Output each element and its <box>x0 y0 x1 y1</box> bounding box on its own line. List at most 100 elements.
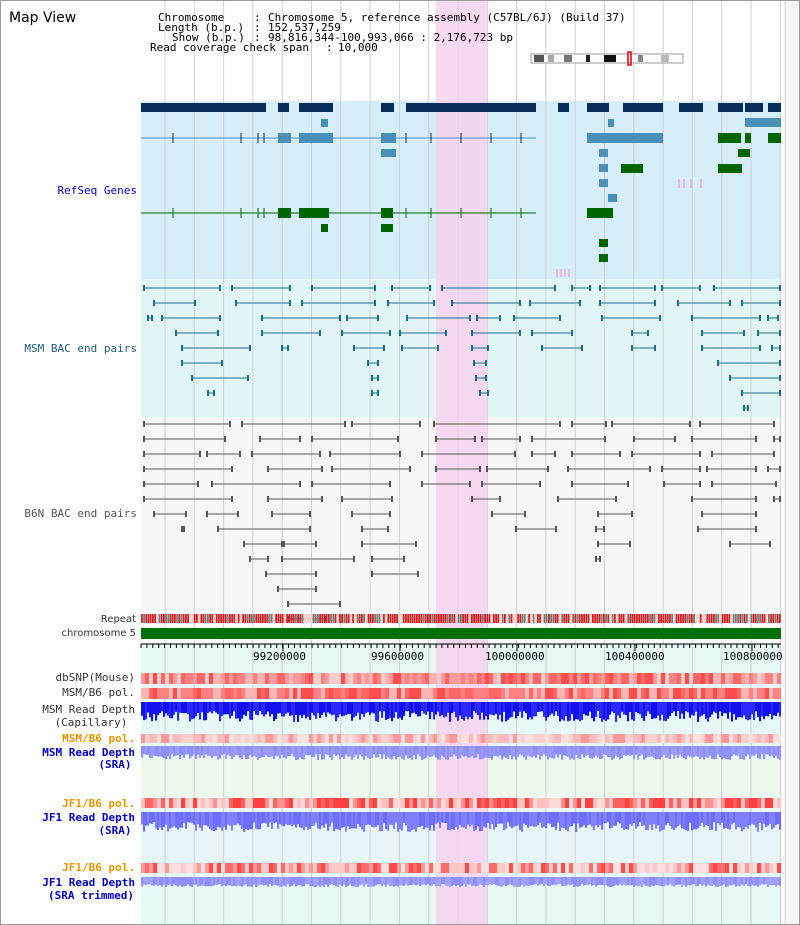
depth-bar <box>667 746 670 759</box>
depth-bar <box>381 812 384 831</box>
heat-cell <box>393 863 398 873</box>
bac-pair-end <box>451 300 453 306</box>
depth-bar <box>165 877 168 887</box>
repeat-mark <box>209 614 211 623</box>
highlight-region[interactable] <box>436 1 487 925</box>
depth-bar <box>477 702 480 716</box>
bac-pair-end <box>481 481 483 487</box>
heat-cell <box>305 863 310 873</box>
repeat-track[interactable] <box>141 614 781 623</box>
jf1-depth-trim-sub: (SRA trimmed) <box>47 889 135 902</box>
bac-pair-end <box>779 496 781 502</box>
depth-bar <box>571 702 574 715</box>
depth-bar <box>589 702 592 712</box>
depth-bar <box>449 812 452 831</box>
refseq-genes[interactable] <box>141 103 781 277</box>
depth-bar <box>623 812 626 830</box>
heat-cell <box>485 798 490 808</box>
heat-cell <box>749 798 754 808</box>
chromosome-bar[interactable] <box>141 628 781 639</box>
depth-bar <box>423 746 426 759</box>
repeat-mark <box>662 614 665 623</box>
repeat-mark <box>416 614 418 623</box>
depth-bar <box>557 877 560 885</box>
heatmap-tracks[interactable] <box>141 673 782 887</box>
heat-cell <box>577 734 582 743</box>
bac-pair-end <box>629 541 631 547</box>
heat-cell <box>337 863 342 873</box>
bac-pair-end <box>773 496 775 502</box>
heat-cell <box>725 734 730 743</box>
bac-pair-end <box>699 451 701 457</box>
depth-bar <box>531 812 534 826</box>
depth-bar <box>315 812 318 823</box>
depth-bar <box>605 746 608 756</box>
depth-bar <box>199 812 202 828</box>
depth-bar <box>725 812 728 829</box>
heat-cell <box>677 734 682 743</box>
depth-bar <box>577 812 580 824</box>
depth-bar <box>287 812 290 826</box>
heat-cell <box>697 863 702 873</box>
heat-cell <box>509 734 514 743</box>
msm-bac-pairs[interactable] <box>143 285 781 411</box>
heat-cell <box>229 673 234 684</box>
repeat-mark <box>275 614 277 623</box>
depth-bar <box>725 702 728 714</box>
depth-bar <box>529 702 532 718</box>
repeat-mark <box>330 614 332 623</box>
heat-cell <box>293 798 298 808</box>
heat-cell <box>449 863 454 873</box>
heat-cell <box>657 863 662 873</box>
depth-bar <box>435 746 438 758</box>
depth-bar <box>175 812 178 828</box>
bac-pair-end <box>571 285 573 291</box>
heat-cell <box>637 863 642 873</box>
heat-cell <box>229 734 234 743</box>
heat-cell <box>229 688 234 699</box>
bac-pair-end <box>485 360 487 366</box>
depth-bar <box>399 812 402 830</box>
depth-bar <box>457 812 460 830</box>
chromosome-ideogram[interactable] <box>530 51 684 66</box>
depth-bar <box>649 746 652 757</box>
depth-bar <box>523 746 526 758</box>
depth-bar <box>471 812 474 825</box>
heat-cell <box>509 863 514 873</box>
depth-bar <box>751 702 754 715</box>
gene-block <box>599 164 608 172</box>
bac-pair-end <box>287 345 289 351</box>
heat-cell <box>773 688 778 699</box>
depth-bar <box>221 877 224 887</box>
depth-bar <box>195 746 198 759</box>
depth-bar <box>375 877 378 886</box>
repeat-mark <box>572 614 574 623</box>
depth-bar <box>775 702 778 716</box>
heat-cell <box>421 798 426 808</box>
depth-bar <box>293 746 296 757</box>
depth-bar <box>279 812 282 825</box>
repeat-mark <box>180 614 183 623</box>
depth-bar <box>565 877 568 886</box>
depth-bar <box>497 746 500 757</box>
depth-bar <box>613 812 616 826</box>
bac-pair-end <box>547 466 549 472</box>
repeat-mark <box>633 614 636 623</box>
repeat-mark <box>163 614 165 623</box>
heat-cell <box>721 734 726 743</box>
heat-cell <box>469 688 474 699</box>
depth-bar <box>453 746 456 755</box>
heat-cell <box>225 863 230 873</box>
bac-pair-end <box>251 451 253 457</box>
depth-bar <box>557 702 560 716</box>
depth-bar <box>321 877 324 886</box>
heat-cell <box>525 673 530 684</box>
heat-cell <box>161 688 166 699</box>
depth-bar <box>421 746 424 760</box>
heat-cell <box>597 863 602 873</box>
bac-pair-end <box>319 451 321 457</box>
bac-pair-end <box>261 315 263 321</box>
heat-cell <box>413 673 418 684</box>
bac-pair-end <box>441 285 443 291</box>
